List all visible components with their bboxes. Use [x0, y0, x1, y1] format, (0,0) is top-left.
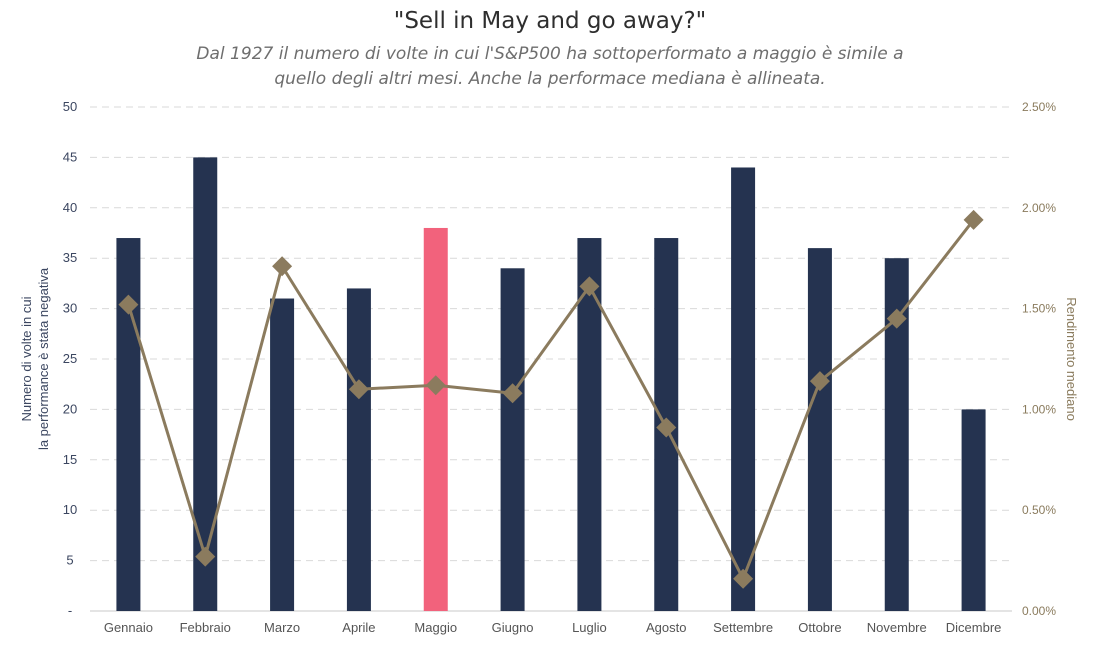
bar — [961, 409, 986, 611]
line-point-marker — [425, 375, 446, 396]
x-tick-label: Dicembre — [946, 620, 1002, 635]
y-right-tick-label: 2.50% — [1022, 100, 1056, 114]
y-left-tick-label: 35 — [63, 250, 77, 265]
y-axis-left-title-line-2: la performance è stata negativa — [36, 267, 51, 450]
x-tick-label: Maggio — [414, 620, 457, 635]
x-tick-label: Aprile — [342, 620, 375, 635]
line-point-marker — [348, 379, 369, 400]
y-left-tick-label: - — [68, 603, 72, 618]
y-right-tick-label: 1.50% — [1022, 302, 1056, 316]
y-left-tick-label: 10 — [63, 502, 77, 517]
y-left-tick-label: 5 — [66, 553, 73, 568]
y-left-tick-label: 15 — [63, 452, 77, 467]
line-point-marker — [502, 383, 523, 404]
y-right-tick-label: 1.00% — [1022, 402, 1056, 416]
x-tick-label: Gennaio — [104, 620, 153, 635]
y-right-tick-label: 2.00% — [1022, 201, 1056, 215]
line-point-marker — [272, 256, 293, 277]
y-right-tick-label: 0.50% — [1022, 503, 1056, 517]
x-tick-label: Settembre — [713, 620, 773, 635]
line-point-marker — [809, 371, 830, 392]
subtitle-line-1: Dal 1927 il numero di volte in cui l'S&P… — [196, 44, 904, 64]
chart-subtitle: Dal 1927 il numero di volte in cui l'S&P… — [0, 42, 1100, 92]
bar — [500, 268, 525, 611]
line-point-marker — [118, 294, 139, 315]
y-left-tick-label: 50 — [63, 99, 77, 114]
line-point-marker — [579, 276, 600, 297]
line-series — [126, 218, 975, 581]
line-point-marker — [656, 417, 677, 438]
bar — [270, 298, 295, 611]
x-tick-label: Luglio — [572, 620, 607, 635]
y-axis-left-title-line-1: Numero di volte in cui — [19, 296, 34, 421]
y-left-tick-label: 25 — [63, 351, 77, 366]
x-tick-label: Febbraio — [180, 620, 231, 635]
y-left-tick-label: 45 — [63, 149, 77, 164]
y-left-tick-label: 30 — [63, 301, 77, 316]
chart-title: "Sell in May and go away?" — [393, 8, 707, 34]
line-point-marker — [195, 546, 216, 567]
bar — [346, 288, 371, 611]
line-point-marker — [886, 308, 907, 329]
x-tick-label: Giugno — [492, 620, 534, 635]
line-point-marker — [733, 568, 754, 589]
x-tick-label: Ottobre — [798, 620, 841, 635]
bar — [731, 167, 756, 612]
y-axis-right-title: Rendimento mediano — [1064, 297, 1079, 421]
y-left-tick-label: 20 — [63, 401, 77, 416]
subtitle-line-2: quello degli altri mesi. Anche la perfor… — [274, 69, 826, 89]
bar — [807, 248, 832, 611]
x-tick-label: Agosto — [646, 620, 686, 635]
bar — [193, 157, 218, 611]
x-tick-label: Novembre — [867, 620, 927, 635]
bar — [116, 238, 141, 612]
line-point-marker — [963, 209, 984, 230]
x-tick-label: Marzo — [264, 620, 300, 635]
y-right-tick-label: 0.00% — [1022, 604, 1056, 618]
bar — [423, 227, 448, 611]
y-left-tick-label: 40 — [63, 200, 77, 215]
